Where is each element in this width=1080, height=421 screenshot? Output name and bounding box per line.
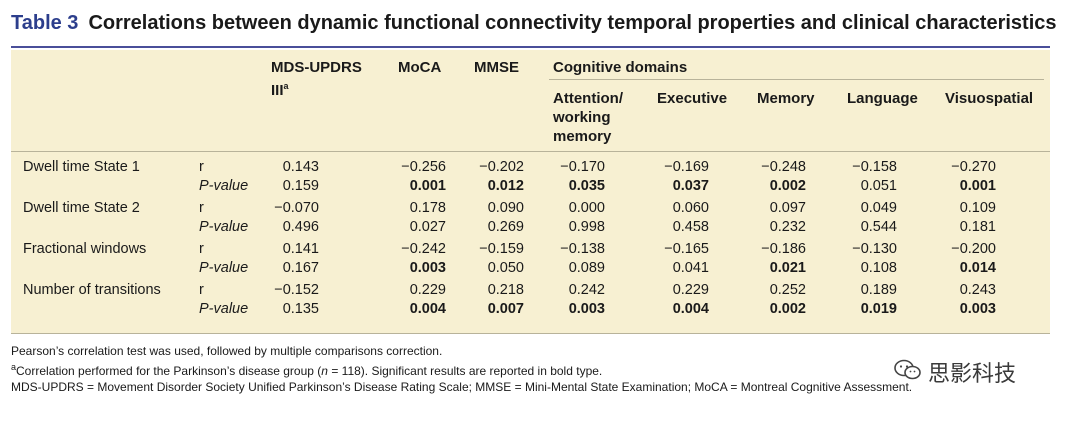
bottom-rule [11, 333, 1050, 334]
r-value-executive: 0.229 [639, 281, 709, 299]
r-value-mds-updrs: 0.141 [249, 240, 319, 258]
header-mmse: MMSE [474, 58, 519, 77]
p-value-mds-updrs: 0.167 [249, 259, 319, 277]
p-value-memory: 0.002 [736, 177, 806, 195]
r-value-moca: −0.256 [376, 158, 446, 176]
row-label: Dwell time State 2 [23, 199, 140, 217]
r-value-mmse: −0.202 [454, 158, 524, 176]
p-value-visuospatial: 0.181 [926, 218, 996, 236]
watermark-text: 思影科技 [928, 356, 1016, 388]
p-value-executive: 0.004 [639, 300, 709, 318]
p-value-visuospatial: 0.014 [926, 259, 996, 277]
r-value-visuospatial: 0.243 [926, 281, 996, 299]
p-value-language: 0.019 [827, 300, 897, 318]
r-value-mmse: 0.090 [454, 199, 524, 217]
row-label: Dwell time State 1 [23, 158, 140, 176]
table-title: Table 3 Correlations between dynamic func… [11, 12, 1057, 35]
r-value-executive: −0.165 [639, 240, 709, 258]
footnote-a: aCorrelation performed for the Parkinson… [11, 362, 602, 378]
r-value-mds-updrs: −0.152 [249, 281, 319, 299]
footnote-abbreviations: MDS-UPDRS = Movement Disorder Society Un… [11, 380, 912, 394]
row-label: Number of transitions [23, 281, 161, 299]
p-value-attention: 0.089 [535, 259, 605, 277]
wechat-icon [893, 358, 923, 382]
p-value-attention: 0.998 [535, 218, 605, 236]
footnote-methods: Pearson’s correlation test was used, fol… [11, 344, 442, 358]
p-value-mmse: 0.012 [454, 177, 524, 195]
p-value-moca: 0.003 [376, 259, 446, 277]
stat-label-p: P-value [199, 177, 248, 195]
header-cognitive-domains: Cognitive domains [553, 58, 687, 77]
r-value-mds-updrs: 0.143 [249, 158, 319, 176]
r-value-memory: 0.252 [736, 281, 806, 299]
r-value-attention: 0.000 [535, 199, 605, 217]
r-value-moca: 0.229 [376, 281, 446, 299]
p-value-executive: 0.458 [639, 218, 709, 236]
r-value-executive: 0.060 [639, 199, 709, 217]
header-visuospatial: Visuospatial [945, 89, 1033, 108]
header-executive: Executive [657, 89, 727, 108]
p-value-mmse: 0.269 [454, 218, 524, 236]
r-value-visuospatial: 0.109 [926, 199, 996, 217]
p-value-memory: 0.021 [736, 259, 806, 277]
r-value-language: 0.049 [827, 199, 897, 217]
p-value-language: 0.108 [827, 259, 897, 277]
r-value-attention: −0.170 [535, 158, 605, 176]
cognitive-domains-rule [549, 79, 1044, 80]
p-value-executive: 0.041 [639, 259, 709, 277]
p-value-mds-updrs: 0.159 [249, 177, 319, 195]
header-attention: Attention/working memory [553, 89, 623, 146]
r-value-mmse: −0.159 [454, 240, 524, 258]
r-value-moca: 0.178 [376, 199, 446, 217]
r-value-memory: −0.186 [736, 240, 806, 258]
stat-label-p: P-value [199, 218, 248, 236]
p-value-attention: 0.003 [535, 300, 605, 318]
p-value-visuospatial: 0.003 [926, 300, 996, 318]
p-value-moca: 0.001 [376, 177, 446, 195]
header-language: Language [847, 89, 918, 108]
table-number: Table 3 [11, 12, 78, 34]
top-rule [11, 46, 1050, 48]
header-rule [11, 151, 1050, 152]
r-value-mmse: 0.218 [454, 281, 524, 299]
p-value-memory: 0.002 [736, 300, 806, 318]
r-value-memory: −0.248 [736, 158, 806, 176]
stat-label-r: r [199, 281, 204, 299]
r-value-language: 0.189 [827, 281, 897, 299]
r-value-language: −0.130 [827, 240, 897, 258]
header-memory: Memory [757, 89, 815, 108]
p-value-visuospatial: 0.001 [926, 177, 996, 195]
r-value-moca: −0.242 [376, 240, 446, 258]
row-label: Fractional windows [23, 240, 146, 258]
p-value-attention: 0.035 [535, 177, 605, 195]
p-value-language: 0.544 [827, 218, 897, 236]
r-value-language: −0.158 [827, 158, 897, 176]
stat-label-p: P-value [199, 259, 248, 277]
stat-label-r: r [199, 158, 204, 176]
stat-label-r: r [199, 199, 204, 217]
r-value-memory: 0.097 [736, 199, 806, 217]
r-value-executive: −0.169 [639, 158, 709, 176]
r-value-attention: 0.242 [535, 281, 605, 299]
header-mds-updrs: MDS-UPDRS IIIa [271, 58, 362, 100]
table-caption: Correlations between dynamic functional … [88, 12, 1056, 34]
stat-label-p: P-value [199, 300, 248, 318]
p-value-executive: 0.037 [639, 177, 709, 195]
header-moca: MoCA [398, 58, 441, 77]
p-value-moca: 0.027 [376, 218, 446, 236]
stat-label-r: r [199, 240, 204, 258]
p-value-moca: 0.004 [376, 300, 446, 318]
p-value-mds-updrs: 0.496 [249, 218, 319, 236]
r-value-mds-updrs: −0.070 [249, 199, 319, 217]
p-value-memory: 0.232 [736, 218, 806, 236]
r-value-visuospatial: −0.200 [926, 240, 996, 258]
r-value-visuospatial: −0.270 [926, 158, 996, 176]
p-value-mmse: 0.050 [454, 259, 524, 277]
p-value-mmse: 0.007 [454, 300, 524, 318]
r-value-attention: −0.138 [535, 240, 605, 258]
p-value-mds-updrs: 0.135 [249, 300, 319, 318]
p-value-language: 0.051 [827, 177, 897, 195]
